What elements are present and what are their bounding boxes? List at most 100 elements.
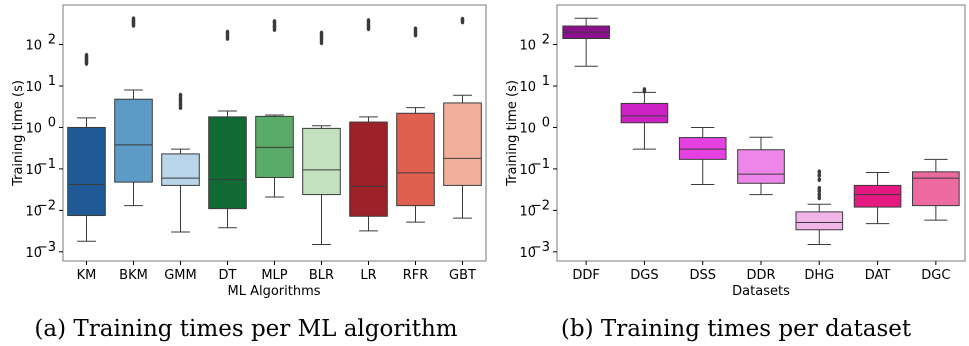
outlier-point	[817, 169, 822, 175]
y-tick-label: 10	[25, 163, 42, 178]
y-tick-exponent: −3	[37, 240, 56, 255]
outlier-point	[272, 19, 277, 24]
box-ddr	[737, 136, 785, 196]
x-tick-label: BLR	[309, 268, 334, 283]
iqr-box	[161, 153, 200, 186]
y-tick-label: 10	[519, 39, 536, 54]
iqr-box	[912, 171, 960, 207]
iqr-box	[349, 121, 388, 217]
y-axis-label: Training time (s)	[505, 80, 520, 187]
box-mlp	[255, 19, 294, 198]
y-tick-label: 10	[519, 80, 536, 95]
box-group	[562, 17, 960, 246]
y-tick-label: 10	[519, 121, 536, 136]
x-tick-label: DGS	[630, 268, 658, 283]
x-axis-ticks: DDF DGS DSS DDR DHG DAT DGC	[572, 261, 950, 283]
outlier-point	[460, 16, 465, 22]
x-tick-label: DGC	[921, 268, 950, 283]
y-tick-exponent: 0	[48, 115, 56, 130]
outlier-point	[84, 52, 89, 58]
box-gbt	[443, 16, 482, 219]
y-tick-label: 10	[25, 246, 42, 261]
x-tick-label: RFR	[403, 268, 429, 283]
iqr-box	[114, 98, 153, 183]
x-tick-label: BKM	[119, 268, 148, 283]
y-tick-label: 10	[519, 246, 536, 261]
iqr-box	[678, 137, 727, 160]
x-axis-label: Datasets	[732, 284, 790, 299]
outlier-point	[319, 30, 324, 36]
caption: (a) Training times per ML algorithm	[34, 316, 457, 342]
box-gmm	[161, 92, 200, 233]
x-tick-label: DAT	[865, 268, 891, 283]
y-tick-exponent: 2	[48, 33, 56, 48]
box-dss	[678, 126, 727, 186]
x-tick-label: LR	[360, 268, 376, 283]
outlier-point	[817, 192, 822, 197]
y-tick-label: 10	[25, 121, 42, 136]
plot-area-frame	[556, 4, 966, 262]
box-dhg	[795, 169, 844, 246]
box-blr	[302, 30, 341, 246]
x-tick-label: DDF	[572, 268, 600, 283]
x-tick-label: DHG	[804, 268, 834, 283]
iqr-box	[737, 149, 785, 184]
y-tick-exponent: 1	[542, 74, 550, 89]
x-axis-label: ML Algorithms	[227, 284, 320, 299]
outlier-point	[817, 185, 822, 191]
outlier-point	[817, 172, 822, 178]
x-tick-label: DSS	[689, 268, 716, 283]
outlier-point	[131, 16, 136, 22]
y-tick-exponent: −2	[37, 198, 56, 213]
box-group	[67, 16, 482, 246]
y-tick-label: 10	[25, 80, 42, 95]
iqr-box	[620, 102, 669, 124]
outlier-point	[413, 26, 418, 32]
outlier-point	[366, 18, 371, 23]
box-dt	[208, 29, 247, 229]
box-dgc	[912, 158, 960, 221]
box-dgs	[620, 87, 669, 150]
outlier-point	[642, 87, 647, 92]
x-tick-label: GBT	[449, 268, 476, 283]
iqr-box	[67, 126, 106, 217]
y-tick-exponent: 1	[48, 74, 56, 89]
box-dat	[853, 171, 902, 225]
box-lr	[349, 18, 388, 232]
outlier-point	[817, 177, 822, 183]
x-tick-label: KM	[77, 268, 97, 283]
outlier-point	[225, 29, 230, 35]
y-tick-exponent: −3	[531, 240, 550, 255]
box-km	[67, 52, 106, 242]
caption: (b) Training times per dataset	[561, 316, 912, 342]
y-tick-label: 10	[25, 39, 42, 54]
x-tick-label: GMM	[164, 268, 197, 283]
y-tick-label: 10	[519, 204, 536, 219]
y-tick-exponent: −1	[37, 157, 56, 172]
y-tick-exponent: 0	[542, 115, 550, 130]
iqr-box	[396, 112, 435, 207]
x-tick-label: DDR	[746, 268, 775, 283]
box-ddf	[562, 17, 610, 67]
x-tick-label: MLP	[261, 268, 287, 283]
y-tick-exponent: −2	[531, 198, 550, 213]
box-bkm	[114, 16, 153, 207]
y-tick-label: 10	[519, 163, 536, 178]
iqr-box	[443, 102, 482, 186]
outlier-point	[817, 195, 822, 201]
box-rfr	[396, 26, 435, 223]
iqr-box	[302, 127, 341, 196]
y-tick-exponent: −1	[531, 157, 550, 172]
x-axis-ticks: KM BKM GMM DT MLP BLR LR RFR GBT	[77, 261, 476, 283]
outlier-point	[178, 92, 183, 98]
y-tick-exponent: 2	[542, 33, 550, 48]
iqr-box	[853, 184, 902, 208]
iqr-box	[208, 116, 247, 210]
iqr-box	[795, 211, 844, 231]
y-tick-label: 10	[25, 204, 42, 219]
y-axis-label: Training time (s)	[11, 80, 26, 187]
